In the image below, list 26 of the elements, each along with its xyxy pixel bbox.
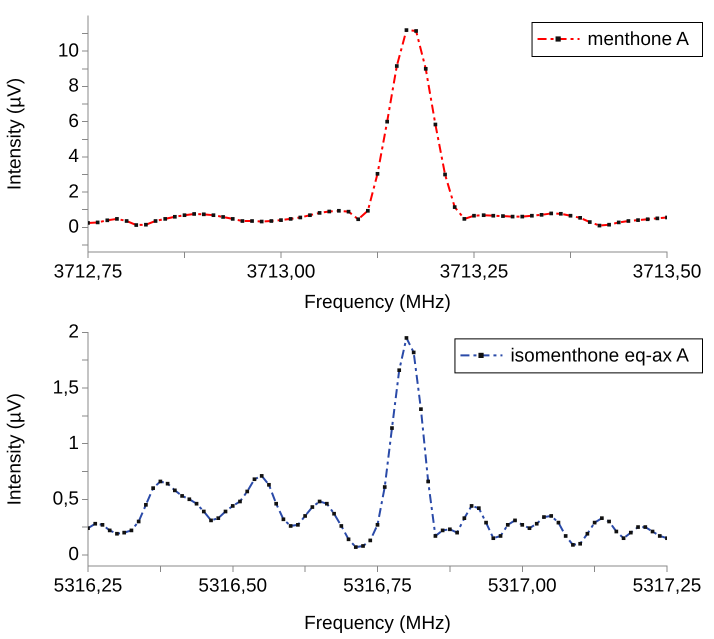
y-tick-label: 8 — [68, 76, 79, 97]
x-tick-label: 5316,25 — [54, 576, 122, 597]
y-tick-label: 1 — [68, 432, 79, 454]
x-tick-label: 3713,25 — [440, 262, 508, 283]
x-tick-label: 5317,25 — [632, 576, 702, 597]
x-tick-label: 5316,75 — [343, 576, 412, 597]
y-axis-title: Intensity (µV) — [4, 78, 26, 190]
y-tick-label: 6 — [68, 110, 79, 132]
x-tick-label: 5317,00 — [488, 576, 557, 597]
y-tick-label: 2 — [68, 181, 79, 202]
x-tick-label: 3713,00 — [246, 262, 316, 283]
x-tick-label: 3713,50 — [632, 262, 702, 283]
legend-label: menthone A — [588, 29, 690, 50]
y-tick-label: 1,5 — [52, 377, 79, 398]
y-tick-label: 4 — [68, 146, 80, 168]
legend-label: isomenthone eq-ax A — [510, 346, 690, 367]
x-axis-title: Frequency (MHz) — [304, 292, 451, 313]
y-tick-label: 0 — [68, 544, 79, 566]
x-tick-label: 5316,50 — [198, 576, 268, 597]
y-axis-title: Intensity (µV) — [4, 393, 26, 506]
x-tick-label: 3712,75 — [54, 262, 122, 283]
y-tick-label: 2 — [68, 322, 79, 343]
y-tick-label: 0 — [68, 216, 79, 238]
x-axis-title: Frequency (MHz) — [304, 612, 451, 634]
y-tick-label: 10 — [58, 40, 79, 62]
y-tick-label: 0,5 — [52, 488, 79, 510]
